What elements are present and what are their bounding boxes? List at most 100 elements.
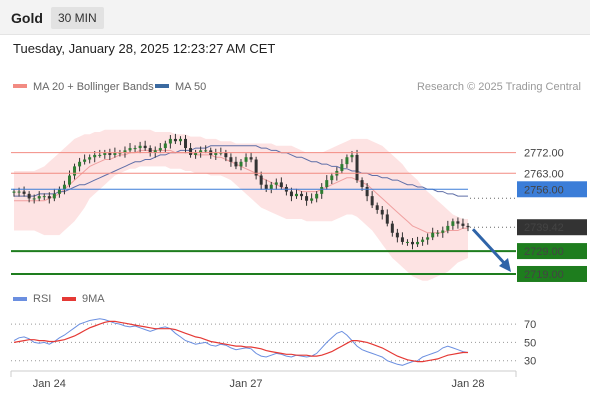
candle-body (345, 157, 349, 165)
x-tick-label: Jan 24 (33, 378, 66, 390)
candle-body (365, 186, 369, 197)
candle-body (269, 184, 273, 190)
candle-body (108, 152, 112, 155)
legend-rsi-swatch (13, 297, 27, 301)
candle-body (98, 154, 102, 156)
x-tick-label: Jan 28 (451, 378, 484, 390)
legend-rsi-ma-label: 9MA (82, 293, 105, 305)
candle-body (259, 175, 263, 185)
rsi-tick-label: 50 (524, 337, 536, 349)
forecast-arrow-shaft (471, 228, 508, 266)
legend-ma50-label: MA 50 (175, 81, 206, 93)
candle-body (441, 230, 445, 233)
candle-body (153, 150, 157, 153)
candle-body (22, 191, 26, 194)
candle-body (456, 221, 460, 224)
candle-body (173, 138, 177, 142)
candle-body (103, 152, 107, 155)
candle-body (436, 232, 440, 234)
candle-body (340, 164, 344, 171)
candle-body (264, 184, 268, 190)
candle-body (421, 239, 425, 242)
candle-body (138, 145, 142, 149)
candle-body (446, 225, 450, 231)
candle-body (194, 152, 198, 155)
candle-body (47, 196, 51, 199)
candle-body (461, 223, 465, 226)
candle-body (451, 221, 455, 226)
rsi-tick-label: 70 (524, 319, 536, 331)
candle-body (395, 232, 399, 238)
candle-body (37, 196, 41, 199)
timeframe-badge[interactable]: 30 MIN (51, 7, 104, 29)
candle-body (133, 148, 137, 150)
x-tick-label: Jan 27 (230, 378, 263, 390)
candle-body (305, 196, 309, 201)
chart-datetime: Tuesday, January 28, 2025 12:23:27 AM CE… (13, 41, 276, 56)
candle-body (67, 175, 71, 185)
candle-body (294, 193, 298, 197)
rsi-tick-label: 30 (524, 356, 536, 368)
candle-body (178, 138, 182, 142)
candle-body (315, 193, 319, 199)
candle-body (466, 225, 470, 228)
candle-body (405, 241, 409, 243)
candle-body (78, 161, 82, 167)
support-label-box (517, 265, 587, 282)
support-label-box (517, 243, 587, 260)
ma50-line (14, 145, 468, 197)
candle-body (143, 145, 147, 149)
candle-body (189, 148, 193, 155)
candle-body (57, 189, 61, 194)
bollinger-band (14, 129, 468, 281)
candle-body (375, 205, 379, 210)
rsi-line (13, 318, 469, 366)
candle-body (32, 198, 36, 200)
candle-body (400, 237, 404, 242)
candle-body (88, 157, 92, 160)
candle-body (360, 180, 364, 187)
rsi-ma-line (13, 320, 468, 363)
candle-body (254, 159, 258, 176)
candle-body (52, 193, 56, 199)
candle-body (249, 157, 253, 160)
candle-body (83, 159, 87, 162)
candle-body (113, 152, 117, 155)
candle-body (239, 161, 243, 167)
legend-rsi-label: RSI (33, 293, 51, 305)
pivot-label: 2756.00 (524, 184, 564, 196)
support-label: 2719.00 (524, 269, 564, 281)
legend-ma20-label: MA 20 + Bollinger Bands (33, 81, 154, 93)
candle-body (12, 191, 16, 193)
candle-body (426, 237, 430, 240)
candle-body (350, 154, 354, 158)
candle-body (204, 150, 208, 152)
candle-body (62, 184, 66, 190)
candle-body (274, 182, 278, 185)
candle-body (163, 143, 167, 149)
candle-body (289, 191, 293, 197)
candle-body (370, 196, 374, 206)
candle-body (279, 182, 283, 187)
candle-body (73, 166, 77, 176)
instrument-title: Gold (11, 10, 43, 26)
candle-body (390, 223, 394, 233)
candle-body (148, 148, 152, 153)
candle-body (380, 209, 384, 215)
candle-body (184, 138, 188, 149)
candle-body (244, 157, 248, 162)
candle-body (431, 232, 435, 238)
candle-body (17, 191, 21, 193)
pivot-label-box (517, 181, 587, 198)
legend-ma20-swatch (13, 84, 27, 88)
legend-rsi-ma-swatch (62, 297, 76, 301)
credit-text: Research © 2025 Trading Central (417, 81, 581, 93)
chart-header: Gold 30 MIN (0, 0, 590, 35)
candle-body (355, 154, 359, 181)
forecast-arrow-head (499, 257, 511, 272)
candle-body (123, 150, 127, 153)
candle-body (214, 152, 218, 155)
resistance-label: 2763.00 (524, 168, 564, 180)
candle-body (234, 161, 238, 167)
